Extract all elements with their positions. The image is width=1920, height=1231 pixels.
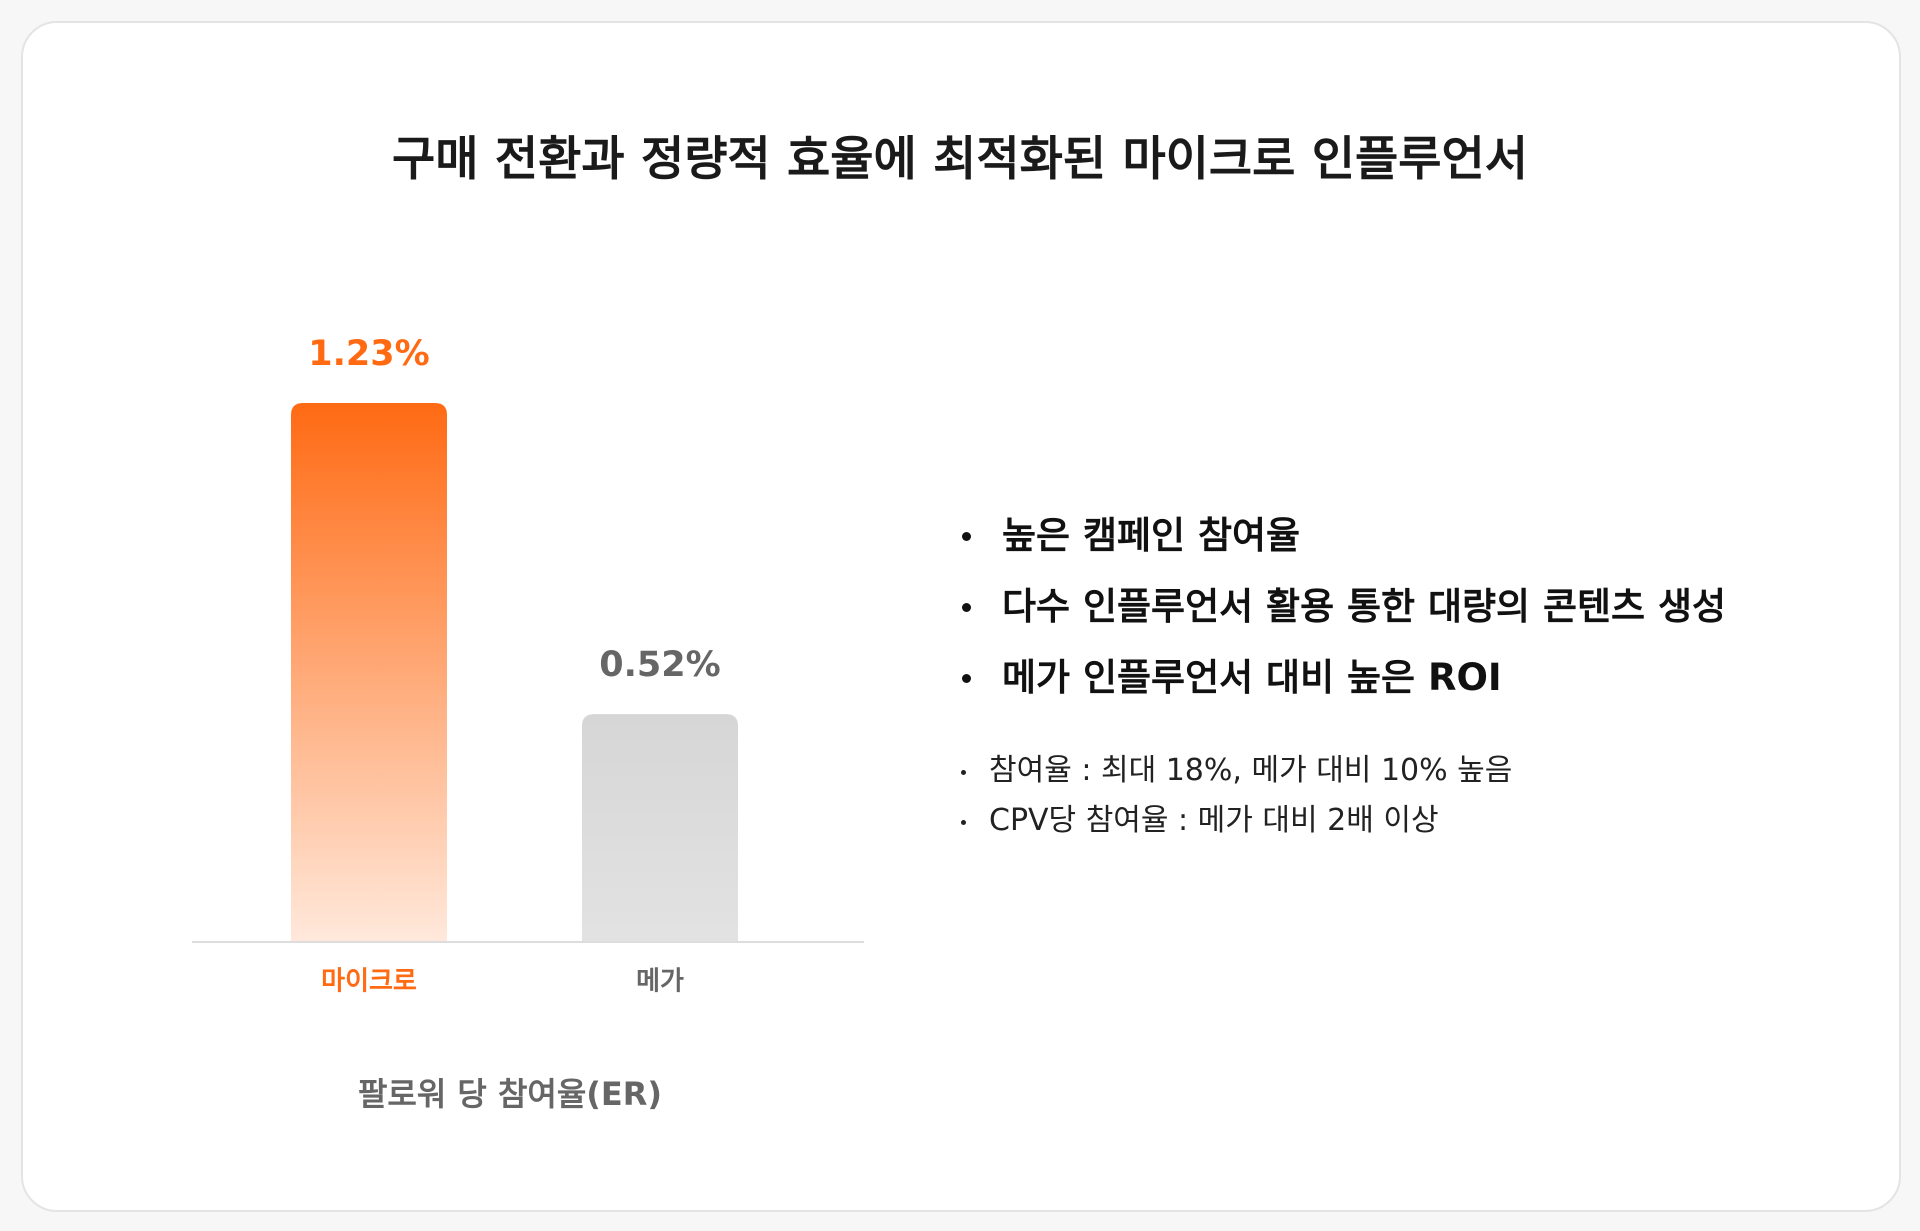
highlights: 높은 캠페인 참여율 다수 인플루언서 활용 통한 대량의 콘텐츠 생성 메가 인플… (960, 500, 1726, 713)
note: 참여율 : 최대 18%, 메가 대비 10% 높음 (956, 746, 1512, 796)
title: 구매 전환과 정량적 효율에 최적화된 마이크로 인플루언서 (392, 132, 1528, 187)
value-label: 0.52% (599, 645, 720, 685)
category-label: 마이크로 (321, 967, 417, 997)
bar (291, 403, 447, 942)
value-label: 1.23% (308, 334, 429, 374)
highlight: 다수 인플루언서 활용 통한 대량의 콘텐츠 생성 (960, 571, 1726, 642)
category-label: 메가 (636, 967, 684, 997)
highlight: 높은 캠페인 참여율 (960, 500, 1726, 571)
notes: 참여율 : 최대 18%, 메가 대비 10% 높음 CPV당 참여율 : 메가 … (956, 746, 1512, 846)
x-axis-label: 팔로워 당 참여율(ER) (358, 1075, 662, 1113)
note: CPV당 참여율 : 메가 대비 2배 이상 (956, 796, 1512, 846)
bar (582, 714, 738, 942)
highlight: 메가 인플루언서 대비 높은 ROI (960, 642, 1726, 713)
